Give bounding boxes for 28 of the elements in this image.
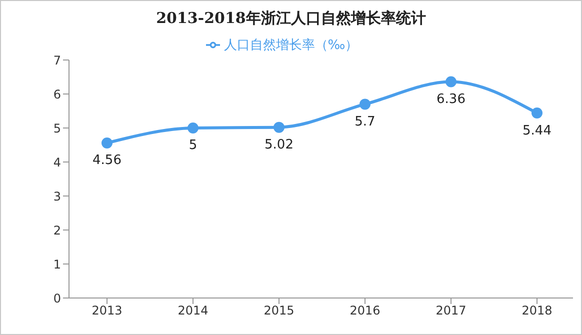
point <box>532 108 542 119</box>
data-label: 4.56 <box>92 153 122 168</box>
data-label: 6.36 <box>436 92 466 107</box>
point <box>274 122 284 133</box>
y-tick-label: 4 <box>53 155 61 170</box>
data-label: 5 <box>188 138 198 154</box>
y-tick-label: 3 <box>53 189 61 204</box>
data-label: 5.44 <box>522 123 552 138</box>
y-tick-label: 2 <box>53 223 61 238</box>
x-tick-label: 2013 <box>92 304 122 318</box>
data-label: 5.02 <box>264 138 294 153</box>
y-tick-label: 5 <box>53 121 61 136</box>
point <box>360 98 370 110</box>
y-tick-label: 7 <box>53 53 61 68</box>
x-tick-label: 2015 <box>264 304 294 318</box>
x-tick-label: 2018 <box>522 304 552 318</box>
point <box>102 137 112 148</box>
y-tick-label: 6 <box>53 87 61 102</box>
x-tick-label: 2017 <box>436 304 466 318</box>
legend-label: 人口自然增长率（‰） <box>224 38 358 53</box>
point <box>446 76 456 88</box>
y-tick-label: 0 <box>53 291 61 306</box>
chart-title: 2013-2018年浙江人口自然增长率统计 <box>155 9 427 28</box>
y-tick-label: 1 <box>53 257 61 272</box>
point <box>188 122 198 134</box>
data-label: 5.7 <box>354 114 376 130</box>
x-tick-label: 2014 <box>178 304 208 318</box>
x-tick-label: 2016 <box>350 304 380 318</box>
